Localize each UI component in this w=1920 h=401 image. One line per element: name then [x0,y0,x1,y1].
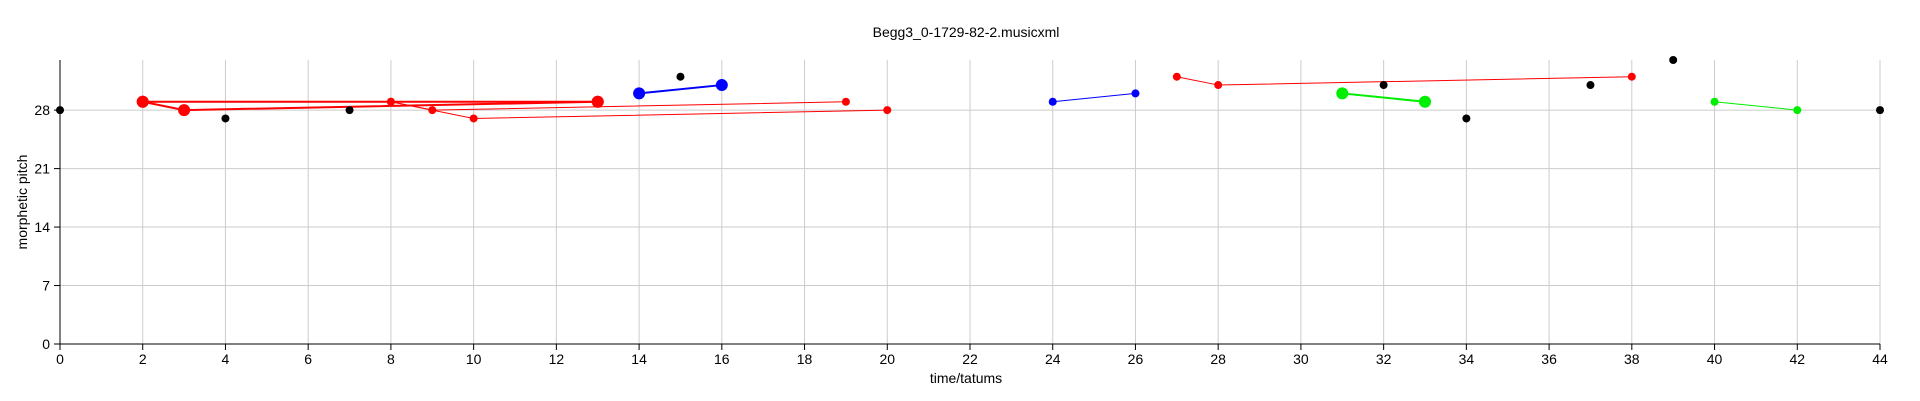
red-series-line [390,101,846,111]
x-tick-label: 26 [1128,351,1144,367]
blue-series-point [1048,97,1057,106]
note-point [345,106,354,115]
y-tick-label: 28 [34,102,50,118]
x-tick-label: 32 [1376,351,1392,367]
red-series-point [386,97,395,106]
x-tick-label: 16 [714,351,730,367]
red-series-line [1176,76,1632,86]
green-series-line [1342,92,1426,103]
note-point [1586,81,1595,90]
x-tick-label: 28 [1210,351,1226,367]
note-point [1876,106,1884,115]
x-tick-label: 18 [797,351,813,367]
x-tick-label: 22 [962,351,978,367]
x-tick-label: 36 [1541,351,1557,367]
red-series-point [841,97,850,106]
x-tick-label: 40 [1707,351,1723,367]
red-series-point [883,106,892,115]
note-point [56,106,64,115]
red-series-point [178,104,191,117]
note-point [676,72,685,81]
red-series-point [591,95,604,108]
x-tick-label: 4 [222,351,230,367]
chart-title: Begg3_0-1729-82-2.musicxml [873,24,1060,40]
x-tick-label: 6 [304,351,312,367]
axes: 0 2 4 6 8 10 12 14 16 18 20 22 24 26 28 30 32 34 36 38 40 42 4… [34,60,1888,367]
blue-series-point [633,87,646,100]
x-tick-label: 12 [549,351,565,367]
y-tick-label: 21 [34,161,50,177]
red-series-point [1172,72,1181,81]
red-series-point [469,114,478,123]
series [136,72,1802,123]
x-tick-label: 2 [139,351,147,367]
y-tick-label: 14 [34,219,50,235]
x-tick-label: 8 [387,351,395,367]
x-tick-label: 10 [466,351,482,367]
note-point [1379,81,1388,90]
points [56,56,1884,123]
blue-series-point [715,79,728,92]
note-point [1462,114,1471,123]
blue-series-line [638,84,722,95]
green-series-point [1710,97,1719,106]
y-tick-label: 0 [42,336,50,352]
red-series-point [1627,72,1636,81]
green-series-point [1419,95,1431,108]
red-series-point [136,95,149,108]
x-tick-label: 20 [879,351,895,367]
x-tick-label: 44 [1872,351,1888,367]
x-tick-label: 42 [1789,351,1805,367]
x-tick-label: 30 [1293,351,1309,367]
red-series-line [142,100,598,112]
x-axis-label: time/tatums [930,370,1002,386]
x-tick-label: 24 [1045,351,1061,367]
x-tick-label: 0 [56,351,64,367]
note-point [1669,56,1678,64]
blue-series-line [1052,92,1136,103]
red-series-point [1214,81,1223,90]
green-series-point [1793,106,1802,115]
x-tick-label: 14 [631,351,647,367]
note-point [221,114,230,123]
y-tick-label: 7 [42,278,50,294]
y-axis-label: morphetic pitch [14,155,30,250]
x-tick-label: 34 [1459,351,1475,367]
blue-series-point [1131,89,1140,98]
green-series-point [1336,87,1349,100]
x-tick-label: 38 [1624,351,1640,367]
green-series-line [1714,101,1798,111]
